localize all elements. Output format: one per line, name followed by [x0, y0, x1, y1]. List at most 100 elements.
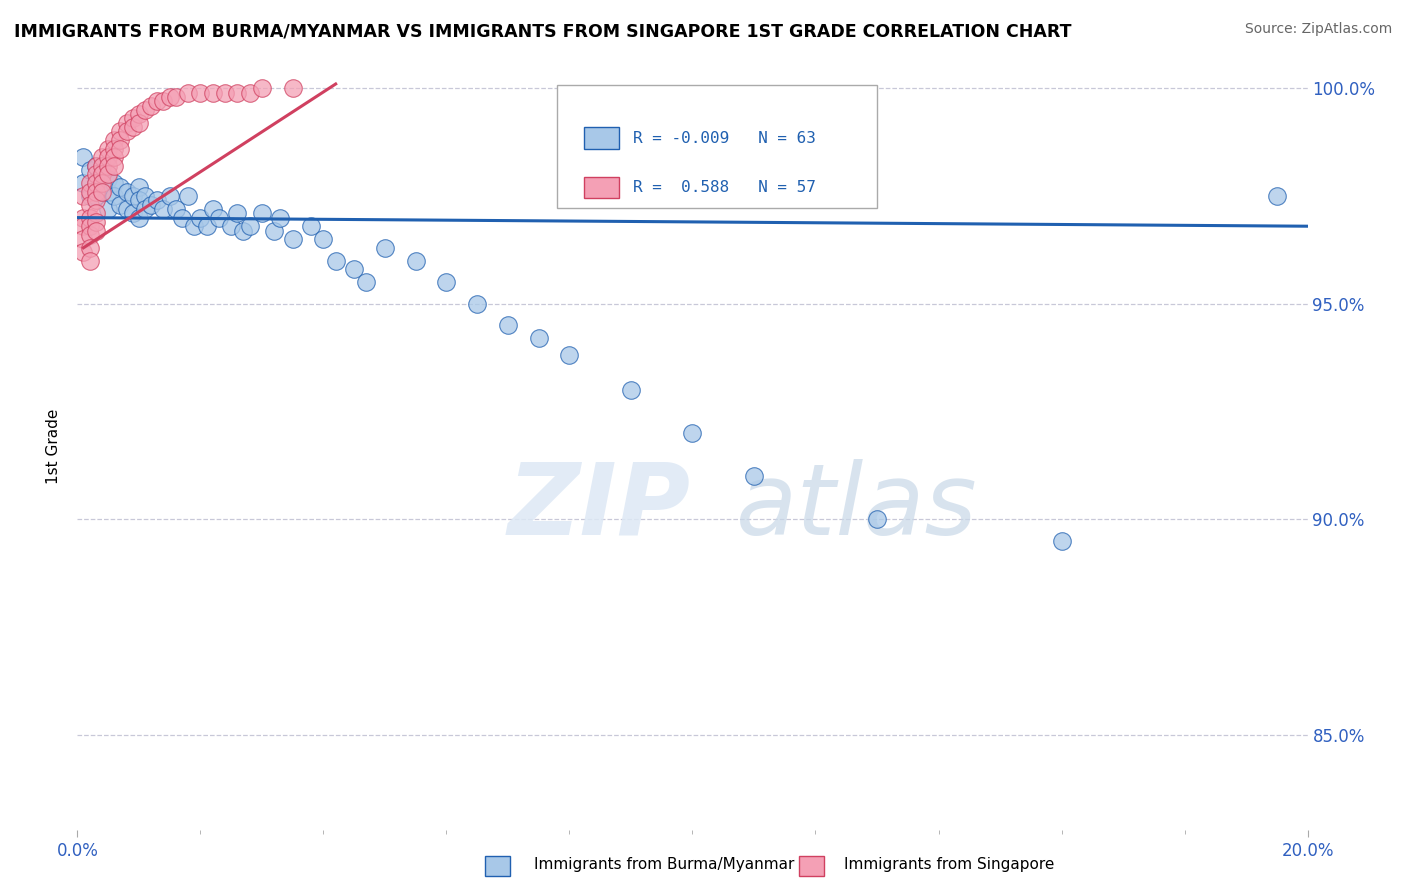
- Point: [97, 168, 120, 182]
- Point: [97, 202, 120, 216]
- Point: [866, 512, 889, 526]
- Point: [110, 180, 132, 194]
- Point: [90, 168, 114, 182]
- Point: [79, 197, 101, 211]
- Text: IMMIGRANTS FROM BURMA/MYANMAR VS IMMIGRANTS FROM SINGAPORE 1ST GRADE CORRELATION: IMMIGRANTS FROM BURMA/MYANMAR VS IMMIGRA…: [14, 22, 1071, 40]
- Point: [250, 81, 273, 95]
- Point: [84, 159, 107, 173]
- Point: [159, 189, 181, 203]
- Point: [72, 150, 94, 164]
- Point: [232, 223, 254, 237]
- Point: [79, 253, 101, 268]
- Point: [97, 171, 120, 186]
- Point: [195, 219, 218, 234]
- Point: [177, 86, 200, 100]
- Point: [115, 116, 138, 130]
- Point: [90, 176, 114, 190]
- Point: [436, 275, 458, 289]
- Point: [128, 180, 150, 194]
- Point: [115, 124, 138, 138]
- Point: [128, 211, 150, 225]
- Point: [152, 202, 174, 216]
- Point: [110, 124, 132, 138]
- Point: [84, 176, 107, 190]
- Point: [72, 245, 94, 260]
- Point: [134, 189, 156, 203]
- Point: [79, 189, 101, 203]
- Point: [263, 223, 285, 237]
- Point: [1050, 533, 1073, 548]
- Point: [527, 331, 550, 345]
- Point: [84, 215, 107, 229]
- Point: [97, 150, 120, 164]
- Point: [128, 116, 150, 130]
- Point: [84, 185, 107, 199]
- Point: [84, 168, 107, 182]
- Text: Immigrants from Singapore: Immigrants from Singapore: [844, 857, 1054, 872]
- Point: [103, 159, 125, 173]
- Point: [141, 98, 163, 112]
- Text: Immigrants from Burma/Myanmar: Immigrants from Burma/Myanmar: [534, 857, 794, 872]
- Point: [343, 262, 366, 277]
- Point: [496, 318, 519, 333]
- Y-axis label: 1st Grade: 1st Grade: [46, 409, 62, 483]
- Point: [281, 81, 304, 95]
- Point: [374, 241, 396, 255]
- Point: [465, 297, 488, 311]
- Point: [269, 211, 291, 225]
- Point: [208, 211, 231, 225]
- Point: [97, 159, 120, 173]
- Point: [121, 120, 143, 134]
- Point: [79, 176, 101, 190]
- Point: [90, 150, 114, 164]
- Point: [239, 86, 262, 100]
- Point: [97, 142, 120, 156]
- Point: [325, 253, 347, 268]
- Text: Source: ZipAtlas.com: Source: ZipAtlas.com: [1244, 22, 1392, 37]
- Point: [188, 86, 212, 100]
- Point: [79, 163, 101, 178]
- Point: [90, 185, 114, 199]
- Point: [103, 189, 125, 203]
- Point: [146, 194, 169, 208]
- Point: [201, 202, 224, 216]
- Point: [128, 107, 150, 121]
- Point: [165, 90, 187, 104]
- Point: [90, 185, 114, 199]
- Point: [103, 142, 125, 156]
- Point: [219, 219, 242, 234]
- Point: [79, 219, 101, 234]
- Point: [141, 197, 163, 211]
- Point: [356, 275, 378, 289]
- Point: [299, 219, 322, 234]
- Point: [110, 197, 132, 211]
- FancyBboxPatch shape: [585, 128, 619, 149]
- Point: [103, 176, 125, 190]
- Text: atlas: atlas: [735, 458, 977, 556]
- Point: [134, 103, 156, 117]
- Point: [620, 383, 643, 397]
- Point: [72, 211, 94, 225]
- Point: [84, 223, 107, 237]
- Point: [134, 202, 156, 216]
- Point: [121, 189, 143, 203]
- Text: ZIP: ZIP: [508, 458, 690, 556]
- Point: [121, 112, 143, 126]
- Point: [110, 142, 132, 156]
- Point: [79, 185, 101, 199]
- Point: [201, 86, 224, 100]
- Point: [72, 176, 94, 190]
- Point: [558, 349, 581, 363]
- FancyBboxPatch shape: [557, 86, 877, 208]
- Point: [97, 185, 120, 199]
- Point: [121, 206, 143, 220]
- Point: [115, 202, 138, 216]
- Point: [312, 232, 335, 246]
- Point: [79, 241, 101, 255]
- Point: [405, 253, 427, 268]
- Point: [103, 133, 125, 147]
- Text: R =  0.588   N = 57: R = 0.588 N = 57: [634, 180, 817, 195]
- Point: [84, 189, 107, 203]
- Point: [90, 168, 114, 182]
- Point: [165, 202, 187, 216]
